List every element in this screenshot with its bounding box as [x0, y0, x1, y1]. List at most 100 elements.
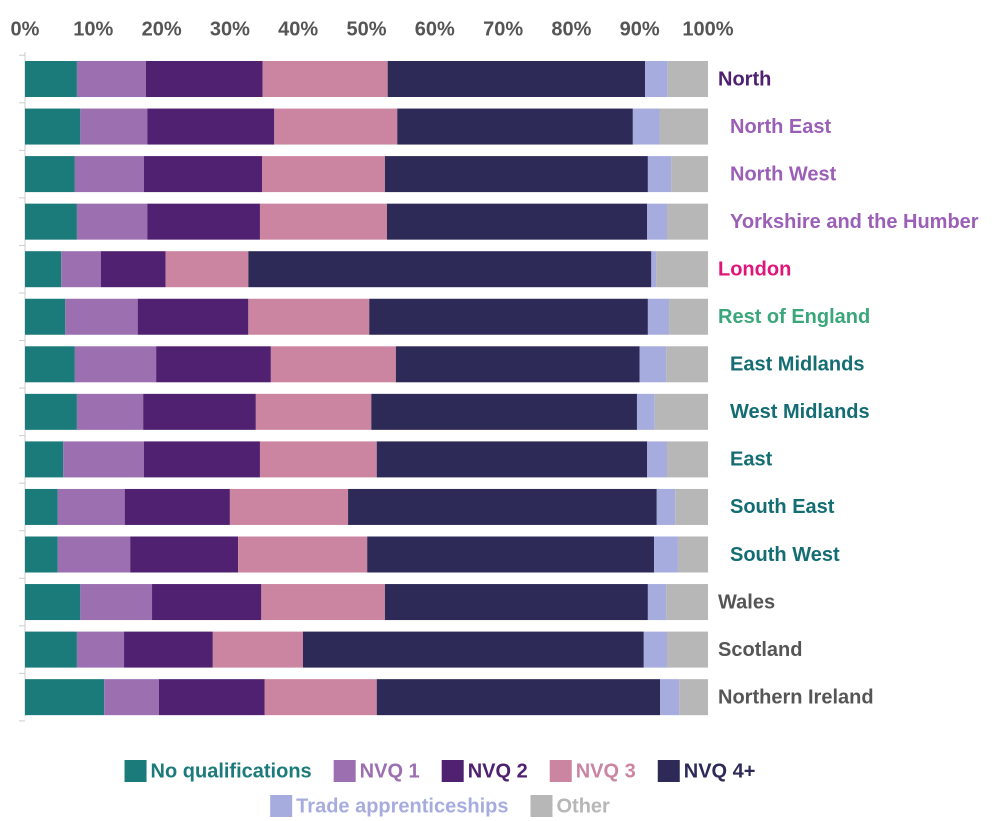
- bar-segment: [654, 393, 708, 430]
- bar-segment: [100, 251, 166, 288]
- bar-segment: [124, 488, 230, 525]
- bar-segment: [143, 156, 263, 193]
- x-tick-label: 80%: [551, 18, 591, 40]
- bar-segment: [248, 298, 370, 335]
- bar-segment: [270, 346, 396, 383]
- bar-segment: [367, 536, 655, 573]
- bar-segment: [25, 61, 77, 97]
- bar-segment: [397, 108, 633, 145]
- bar-segment: [636, 393, 655, 430]
- bar-segment: [25, 346, 75, 383]
- bar-segment: [647, 441, 668, 478]
- category-label: East Midlands: [730, 354, 864, 376]
- bar-segment: [264, 679, 377, 716]
- legend-swatch: [441, 760, 464, 782]
- bar-segment: [57, 488, 125, 525]
- bar-segment: [667, 203, 708, 240]
- bar-segment: [130, 536, 239, 573]
- bar-segment: [384, 584, 648, 621]
- x-tick-label: 10%: [73, 18, 113, 40]
- legend-row: No qualifications NVQ 1 NVQ 2 NVQ 3 NVQ 4+: [124, 760, 756, 782]
- bar-segment: [639, 346, 667, 383]
- bar-segment: [74, 346, 157, 383]
- bar-segment: [25, 156, 75, 193]
- legend-label: NVQ 4+: [684, 760, 756, 782]
- bar-segment: [80, 584, 153, 621]
- legend-label: NVQ 3: [576, 760, 636, 782]
- bar-segment: [667, 441, 708, 478]
- bar-segment: [632, 108, 660, 145]
- legend-swatch: [333, 760, 356, 782]
- bar-segment: [679, 679, 708, 716]
- legend-label: No qualifications: [151, 760, 312, 782]
- category-label: Rest of England: [718, 306, 870, 328]
- bar-segment: [660, 679, 680, 716]
- bar-segment: [262, 61, 388, 97]
- category-label: North West: [730, 163, 837, 185]
- bar-segment: [274, 108, 398, 145]
- legend-label: Other: [556, 795, 610, 817]
- bar-segment: [76, 631, 125, 668]
- x-tick-label: 100%: [682, 18, 733, 40]
- bar-segment: [61, 251, 101, 288]
- bar-segment: [152, 584, 262, 621]
- bar-segment: [229, 488, 349, 525]
- category-label: East: [730, 449, 773, 471]
- bar-segment: [76, 393, 144, 430]
- x-tick-label: 60%: [415, 18, 455, 40]
- bar-segment: [387, 61, 646, 97]
- category-label: London: [718, 258, 791, 280]
- legend-swatch: [657, 760, 680, 782]
- bar-segment: [248, 251, 652, 288]
- bar-segment: [667, 631, 708, 668]
- bar-segment: [124, 631, 213, 668]
- x-tick-label: 50%: [346, 18, 386, 40]
- bar-segment: [57, 536, 131, 573]
- category-label: Yorkshire and the Humber: [730, 211, 979, 233]
- bar-segment: [643, 631, 668, 668]
- bar-segment: [259, 203, 387, 240]
- category-label: South West: [730, 544, 840, 566]
- bar-segment: [104, 679, 159, 716]
- bar-segment: [651, 251, 657, 288]
- category-label: Scotland: [718, 639, 802, 661]
- legend-label: NVQ 1: [360, 760, 420, 782]
- bar-segment: [395, 346, 640, 383]
- bar-segment: [25, 488, 58, 525]
- bar-segment: [158, 679, 265, 716]
- bar-segment: [667, 61, 708, 97]
- bar-segment: [76, 203, 148, 240]
- bar-segment: [666, 584, 708, 621]
- legend-swatch: [530, 795, 553, 817]
- legend-label: Trade apprenticeships: [296, 795, 508, 817]
- bar-segment: [671, 156, 708, 193]
- x-tick-label: 90%: [620, 18, 660, 40]
- bar-segment: [25, 441, 64, 478]
- bar-segment: [238, 536, 368, 573]
- category-label: Northern Ireland: [718, 686, 874, 708]
- legend-label: NVQ 2: [468, 760, 528, 782]
- bar-segment: [669, 298, 708, 335]
- bar-segment: [255, 393, 372, 430]
- bar-segment: [25, 298, 66, 335]
- bar-segment: [25, 679, 105, 716]
- bar-segment: [302, 631, 644, 668]
- bar-segment: [74, 156, 144, 193]
- bar-segment: [165, 251, 249, 288]
- category-label: Wales: [718, 591, 775, 613]
- bar-segment: [63, 441, 144, 478]
- bar-segment: [212, 631, 303, 668]
- bar-segment: [156, 346, 271, 383]
- bar-segment: [145, 61, 263, 97]
- bar-segment: [259, 441, 377, 478]
- bar-segment: [371, 393, 637, 430]
- legend-row: Trade apprenticeships Other: [270, 795, 610, 817]
- bar-segment: [348, 488, 657, 525]
- bar-segment: [261, 584, 385, 621]
- bar-segment: [147, 203, 260, 240]
- bar-segment: [386, 203, 648, 240]
- category-label: West Midlands: [730, 401, 870, 423]
- bar-segment: [25, 393, 77, 430]
- bar-segment: [376, 679, 661, 716]
